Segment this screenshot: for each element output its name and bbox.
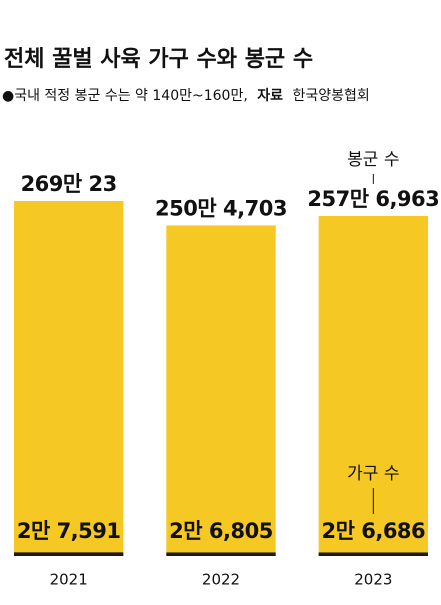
household-bar xyxy=(166,552,276,556)
value-label: 269만 23 xyxy=(21,172,117,196)
source: 한국양봉협회 xyxy=(292,88,369,104)
value-label: 250만 4,703 xyxy=(155,196,287,220)
subtitle: ●국내 적정 봉군 수는 약 140만~160만, xyxy=(2,88,248,104)
x-tick-label: 2023 xyxy=(354,571,392,589)
household-bar xyxy=(14,552,124,556)
bar xyxy=(14,201,124,556)
x-tick-label: 2021 xyxy=(50,571,88,589)
chart-title: 전체 꿀벌 사육 가구 수와 봉군 수 xyxy=(4,47,313,72)
legend-label: 봉군 수 xyxy=(347,150,399,170)
bar xyxy=(166,225,276,556)
source-label: 자료 xyxy=(257,88,283,104)
subtitle-line: ●국내 적정 봉군 수는 약 140만~160만, 자료 한국양봉협회 xyxy=(2,88,370,104)
value-label: 2만 6,686 xyxy=(321,519,425,543)
value-label: 2만 6,805 xyxy=(169,519,273,543)
legend-label: 가구 수 xyxy=(347,464,399,484)
value-label: 2만 7,591 xyxy=(17,519,121,543)
x-tick-label: 2022 xyxy=(202,571,240,589)
value-label: 257만 6,963 xyxy=(307,187,439,211)
household-bar xyxy=(318,552,428,556)
